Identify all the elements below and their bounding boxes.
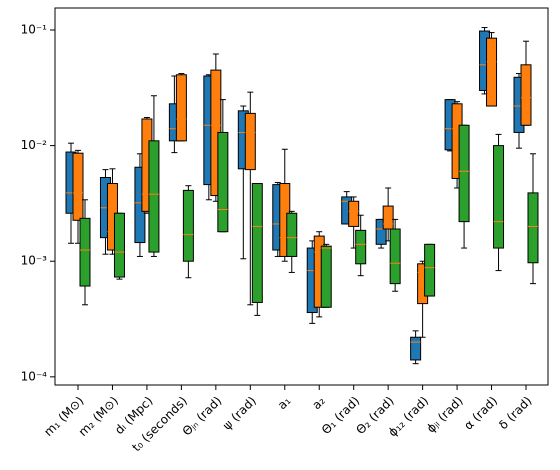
- box: [251, 183, 263, 303]
- box: [320, 245, 332, 308]
- box: [458, 124, 470, 223]
- x-tick-label: α (rad): [461, 394, 500, 433]
- box: [72, 152, 84, 221]
- box: [148, 140, 160, 253]
- box: [520, 64, 532, 126]
- box: [286, 212, 298, 257]
- box: [355, 229, 367, 265]
- box: [348, 200, 360, 227]
- box: [182, 189, 194, 262]
- box: [79, 217, 91, 287]
- y-tick-label: 10⁻¹: [21, 23, 48, 37]
- box: [113, 212, 125, 278]
- box: [424, 243, 436, 297]
- box: [486, 37, 498, 107]
- x-tick-label: ϕⱼₗ (rad): [424, 394, 466, 436]
- y-tick-label: 10⁻²: [21, 138, 48, 152]
- x-tick-label: δ (rad): [496, 394, 534, 432]
- y-tick-label: 10⁻⁴: [21, 369, 48, 383]
- x-tick-label: a₁: [275, 394, 294, 413]
- box: [375, 218, 387, 245]
- box: [493, 145, 505, 249]
- y-tick-label: 10⁻³: [21, 254, 48, 268]
- box: [410, 336, 422, 361]
- box: [217, 131, 229, 233]
- box: [389, 228, 401, 285]
- box: [244, 112, 256, 171]
- x-tick-label: a₂: [309, 394, 328, 413]
- plot-frame: [54, 7, 549, 386]
- box: [175, 74, 187, 142]
- box: [527, 192, 539, 264]
- x-tick-label: ψ (rad): [220, 394, 259, 433]
- box: [382, 205, 394, 230]
